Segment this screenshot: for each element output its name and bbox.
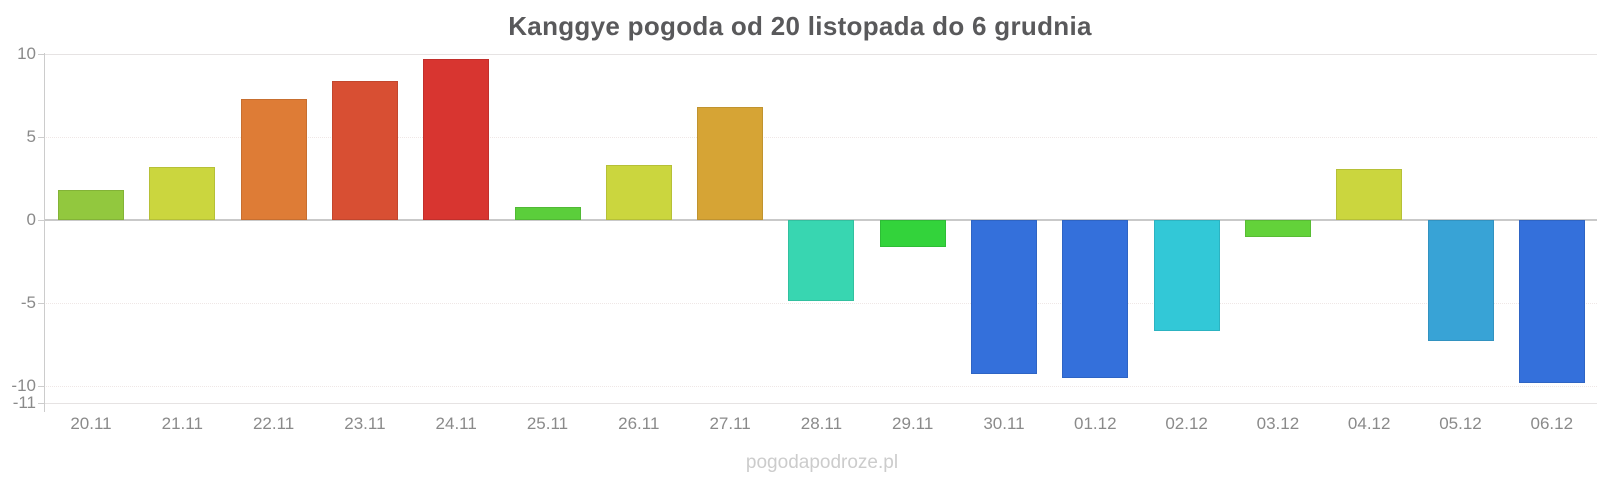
bar-20.11[interactable] [58, 190, 124, 220]
x-axis-label: 20.11 [70, 414, 112, 433]
bar-06.12[interactable] [1518, 220, 1585, 383]
bar-24.11[interactable] [423, 58, 490, 220]
bar-21.11[interactable] [149, 166, 216, 220]
gridline-y-10 [44, 54, 1597, 55]
y-axis-label: 5 [26, 127, 36, 146]
chart-title: Kanggye pogoda od 20 listopada do 6 grud… [508, 11, 1092, 41]
gridline-y--11 [44, 402, 1597, 404]
bar-28.11[interactable] [788, 220, 855, 302]
x-axis-label: 22.11 [252, 414, 295, 433]
x-axis-label: 25.11 [526, 414, 569, 433]
bar-01.12[interactable] [1062, 220, 1129, 378]
y-axis-tick [38, 402, 44, 404]
x-axis-label: 02.12 [1165, 414, 1208, 433]
x-axis-label: 04.12 [1347, 414, 1391, 433]
x-axis-label: 21.11 [161, 414, 203, 433]
bar-29.11[interactable] [879, 220, 946, 247]
bar-04.12[interactable] [1336, 168, 1403, 220]
y-axis-tick [38, 386, 44, 387]
x-axis-label: 03.12 [1256, 414, 1300, 433]
bar-23.11[interactable] [331, 80, 398, 220]
y-axis-tick [38, 54, 44, 55]
bar-26.11[interactable] [605, 165, 672, 220]
bar-03.12[interactable] [1244, 220, 1311, 237]
bar-22.11[interactable] [240, 98, 307, 220]
bar-02.12[interactable] [1153, 220, 1220, 332]
x-axis-label: 01.12 [1074, 414, 1117, 433]
bar-27.11[interactable] [697, 107, 764, 220]
y-axis-label: 0 [26, 210, 36, 229]
x-axis-label: 30.11 [983, 414, 1025, 433]
gridline-y--10 [44, 386, 1597, 387]
x-axis-label: 23.11 [344, 414, 386, 433]
bar-25.11[interactable] [514, 206, 581, 220]
x-axis-label: 28.11 [800, 414, 843, 433]
x-axis-label: 05.12 [1439, 414, 1482, 433]
x-axis-label: 27.11 [709, 414, 751, 433]
gridline-y-5 [44, 137, 1597, 138]
y-axis-label: 10 [17, 44, 36, 63]
y-axis-tick [38, 303, 44, 304]
bar-30.11[interactable] [971, 220, 1037, 375]
y-axis-label: -10 [11, 376, 36, 395]
watermark: pogodapodroze.pl [745, 452, 899, 473]
x-axis-label: 29.11 [892, 414, 934, 433]
y-axis-line [44, 53, 45, 412]
x-axis-label: 26.11 [618, 414, 660, 433]
x-axis-label: 06.12 [1530, 414, 1574, 433]
x-axis-label: 24.11 [435, 414, 477, 433]
y-axis-label: -5 [20, 293, 36, 312]
y-axis-label: -11 [12, 392, 36, 412]
gridline-y--5 [44, 303, 1597, 304]
y-axis-tick [38, 137, 44, 138]
y-axis-tick [38, 220, 44, 221]
bar-05.12[interactable] [1427, 220, 1494, 342]
